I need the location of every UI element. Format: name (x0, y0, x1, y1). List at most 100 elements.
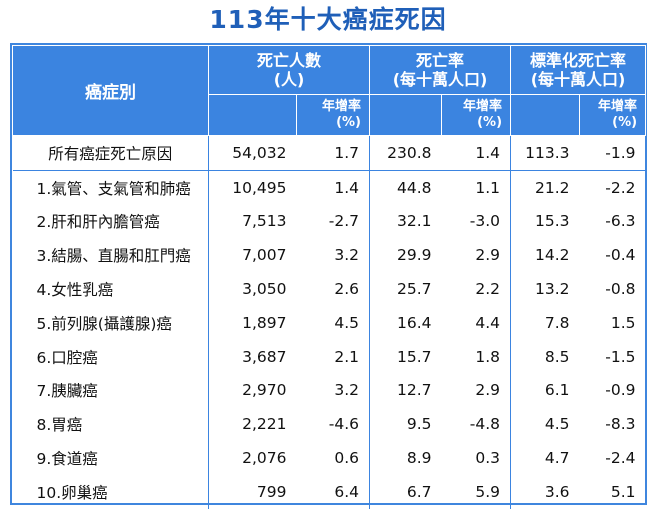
row-deaths-growth: 0.6 (334, 449, 360, 468)
header-growth-label: 年增率 (322, 99, 362, 114)
row-rate: 16.4 (369, 305, 442, 340)
table-row: 1.氣管、支氣管和肺癌 10,495 1.4 44.8 1.1 21.2 -2.2 (13, 170, 646, 205)
table-row: 4.女性乳癌 3,050 2.6 25.7 2.2 13.2 -0.8 (13, 272, 646, 306)
header-rate-value-cell (369, 94, 443, 136)
header-deaths-growth: 年增率 (%) (295, 94, 371, 136)
row-deaths: 3,050 (208, 272, 297, 306)
table-row: 2.肝和肝內膽管癌 7,513 -2.7 32.1 -3.0 15.3 -6.3 (13, 204, 646, 239)
header-std-rate-value-cell (510, 94, 581, 136)
header-rate-unit: (每十萬人口) (392, 70, 488, 89)
row-deaths-growth: 3.2 (334, 246, 360, 265)
row-deaths-growth: 1.7 (296, 135, 370, 171)
row-rate: 25.7 (369, 272, 442, 306)
row-name: 所有癌症死亡原因 (12, 135, 209, 171)
row-std-rate-growth: -0.8 (605, 280, 636, 299)
row-rate-growth: 1.1 (475, 178, 501, 197)
row-rate-growth: 5.9 (475, 482, 501, 501)
header-std-rate-growth: 年增率 (%) (579, 94, 647, 136)
row-deaths: 3,687 (208, 339, 297, 374)
header-growth-label: 年增率 (598, 99, 638, 114)
row-rate-growth: 2.9 (475, 381, 501, 400)
row-deaths: 2,970 (208, 373, 297, 408)
table-row: 6.口腔癌 3,687 2.1 15.7 1.8 8.5 -1.5 (13, 339, 646, 374)
header-std-rate-label: 標準化死亡率 (530, 51, 627, 70)
row-std-rate: 21.2 (510, 170, 580, 205)
row-deaths: 54,032 (208, 135, 297, 171)
header-std-rate-unit: (每十萬人口) (530, 70, 626, 89)
row-deaths: 2,076 (208, 441, 297, 475)
row-name: 8.胃癌 (36, 416, 83, 435)
table-row: 5.前列腺(攝護腺)癌 1,897 4.5 16.4 4.4 7.8 1.5 (13, 305, 646, 340)
header-deaths-unit: (人) (273, 70, 305, 89)
row-deaths-growth: 6.4 (334, 482, 360, 501)
header-deaths: 死亡人數 (人) (207, 45, 371, 95)
row-deaths-growth: 2.1 (334, 347, 360, 366)
table-body: 所有癌症死亡原因 54,032 1.7 230.8 1.4 113.3 -1.9… (12, 135, 646, 509)
row-rate: 8.9 (369, 441, 442, 475)
row-rate: 6.7 (369, 474, 442, 509)
row-rate-growth: -4.8 (469, 415, 501, 434)
row-std-rate: 13.2 (510, 272, 580, 306)
header-rate-label: 死亡率 (416, 51, 465, 70)
row-rate: 29.9 (369, 238, 442, 273)
row-rate-growth: 1.4 (441, 135, 511, 171)
cancer-death-table-frame: 癌症別 死亡人數 (人) 死亡率 (每十萬人口) 標準化死亡率 (每十萬人口) … (10, 43, 647, 509)
row-deaths: 1,897 (208, 305, 297, 340)
row-std-rate-growth: 1.5 (610, 313, 636, 332)
row-std-rate: 4.5 (510, 407, 580, 442)
header-rate: 死亡率 (每十萬人口) (369, 45, 512, 95)
table-row: 10.卵巢癌 799 6.4 6.7 5.9 3.6 5.1 (13, 474, 646, 509)
row-name: 1.氣管、支氣管和肺癌 (36, 179, 191, 198)
cancer-death-table: 癌症別 死亡人數 (人) 死亡率 (每十萬人口) 標準化死亡率 (每十萬人口) … (12, 45, 647, 509)
row-std-rate-growth: -6.3 (605, 212, 636, 231)
row-deaths: 799 (208, 474, 297, 509)
table-row: 8.胃癌 2,221 -4.6 9.5 -4.8 4.5 -8.3 (13, 407, 646, 442)
header-category: 癌症別 (12, 45, 209, 136)
row-std-rate: 8.5 (510, 339, 580, 374)
row-deaths-growth: -2.7 (328, 212, 360, 231)
row-name: 5.前列腺(攝護腺)癌 (36, 314, 172, 333)
row-rate-growth: 0.3 (475, 449, 501, 468)
row-name: 7.胰臟癌 (36, 382, 98, 401)
row-std-rate: 7.8 (510, 305, 580, 340)
row-deaths: 7,007 (208, 238, 297, 273)
header-growth-unit: (%) (336, 115, 362, 130)
table-row: 7.胰臟癌 2,970 3.2 12.7 2.9 6.1 -0.9 (13, 373, 646, 408)
row-rate-growth: 2.2 (475, 280, 501, 299)
row-name: 3.結腸、直腸和肛門癌 (36, 247, 191, 266)
row-std-rate: 6.1 (510, 373, 580, 408)
row-deaths: 7,513 (208, 204, 297, 239)
row-std-rate-growth: -1.5 (605, 347, 636, 366)
row-deaths: 10,495 (208, 170, 297, 205)
table-row: 3.結腸、直腸和肛門癌 7,007 3.2 29.9 2.9 14.2 -0.4 (13, 238, 646, 273)
row-std-rate: 113.3 (510, 135, 580, 171)
row-std-rate: 3.6 (510, 474, 580, 509)
row-deaths-growth: 3.2 (334, 381, 360, 400)
header-deaths-value-cell (208, 94, 297, 136)
row-deaths-growth: 1.4 (334, 178, 360, 197)
row-std-rate-growth: -0.9 (605, 381, 636, 400)
row-rate-growth: -3.0 (469, 212, 501, 231)
row-rate: 44.8 (369, 170, 442, 205)
header-growth-label: 年增率 (463, 99, 503, 114)
table-row: 9.食道癌 2,076 0.6 8.9 0.3 4.7 -2.4 (13, 441, 646, 475)
row-rate-growth: 4.4 (475, 313, 501, 332)
table-row-total: 所有癌症死亡原因 54,032 1.7 230.8 1.4 113.3 -1.9 (12, 135, 646, 171)
header-deaths-label: 死亡人數 (257, 51, 322, 70)
row-std-rate-growth: -2.4 (605, 449, 636, 468)
row-deaths-growth: -4.6 (328, 415, 360, 434)
row-rate: 32.1 (369, 204, 442, 239)
page-title: 113年十大癌症死因 (209, 5, 447, 34)
row-std-rate-growth: -8.3 (605, 415, 636, 434)
row-rate: 9.5 (369, 407, 442, 442)
row-rate-growth: 2.9 (475, 246, 501, 265)
row-name: 6.口腔癌 (36, 348, 98, 367)
header-rate-growth: 年增率 (%) (441, 94, 512, 136)
row-std-rate-growth: 5.1 (610, 482, 636, 501)
header-std-rate: 標準化死亡率 (每十萬人口) (510, 45, 647, 95)
row-deaths: 2,221 (208, 407, 297, 442)
row-std-rate: 4.7 (510, 441, 580, 475)
header-growth-unit: (%) (612, 115, 638, 130)
row-deaths-growth: 2.6 (334, 280, 360, 299)
row-name: 10.卵巢癌 (36, 483, 108, 502)
